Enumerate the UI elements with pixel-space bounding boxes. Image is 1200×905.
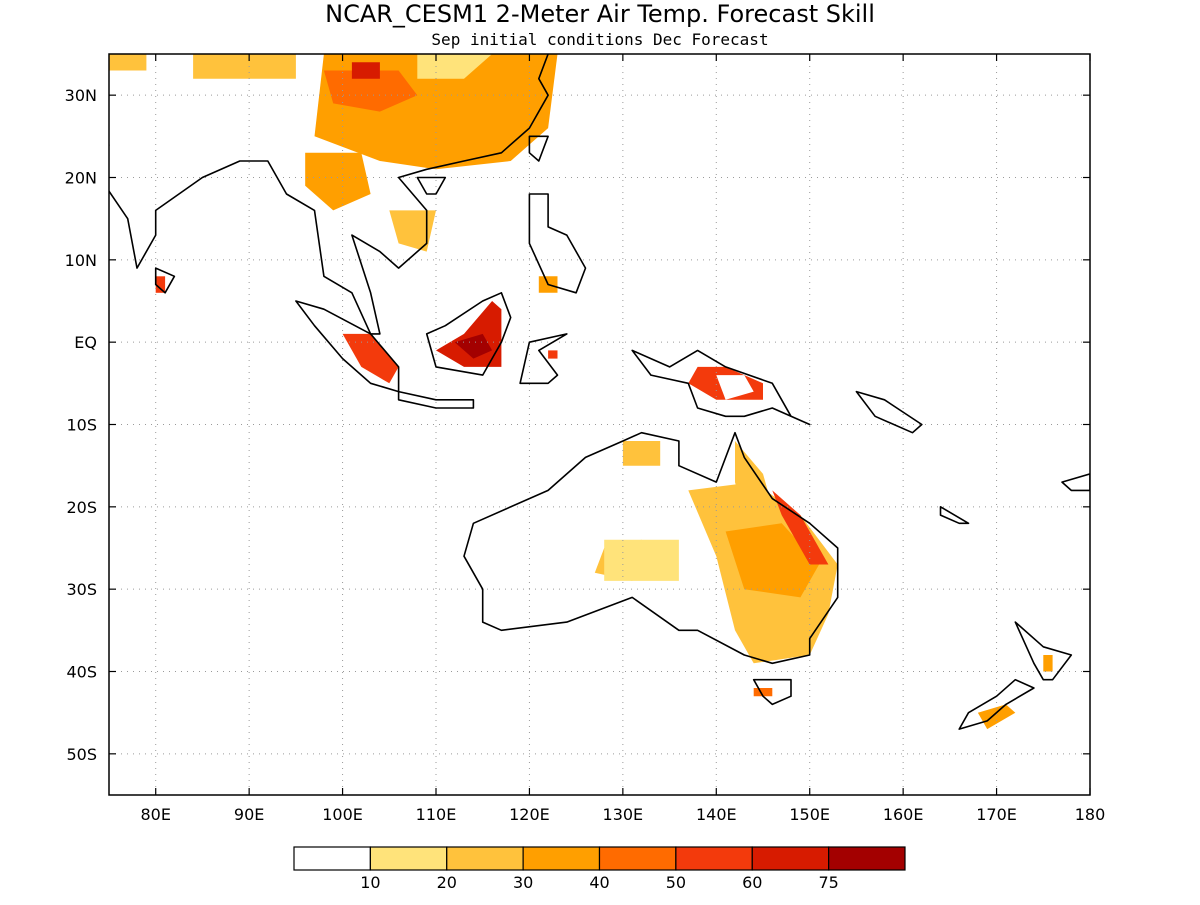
lat-tick-label: 50S <box>66 745 97 764</box>
skill-region-indochina <box>305 152 371 211</box>
coastline-java <box>397 390 475 409</box>
map-title: NCAR_CESM1 2-Meter Air Temp. Forecast Sk… <box>325 0 875 28</box>
colorbar-bin <box>293 846 371 871</box>
coastline-nz-south <box>958 678 1035 730</box>
skill-region-vietnam <box>389 210 436 252</box>
colorbar-label: 30 <box>513 873 533 892</box>
skill-region-queensland-coast <box>772 490 829 565</box>
lon-tick-label: 180 <box>1075 805 1106 824</box>
coastlines-layer <box>109 54 1090 730</box>
skill-region-tibet-peak <box>351 62 380 79</box>
lat-tick-label: 30S <box>66 580 97 599</box>
colorbar-bin <box>446 846 524 871</box>
lat-tick-label: 20S <box>66 498 97 517</box>
colorbar-bin <box>522 846 601 871</box>
latitude-axis: 30N 20N 10N EQ 10S 20S 30S 40S 50S <box>65 86 1090 764</box>
lat-tick-label: EQ <box>74 333 97 352</box>
map-frame <box>108 53 1091 796</box>
colorbar: 10 20 30 40 50 60 75 <box>293 846 906 892</box>
coastline-philippines <box>528 193 587 294</box>
skill-region-new-guinea-core <box>716 375 754 400</box>
coastline-solomons <box>855 390 923 434</box>
lon-tick-label: 120E <box>509 805 550 824</box>
longitude-axis: 80E 90E 100E 110E 120E 130E 140E 150E 160E 170E 18… <box>140 54 1105 824</box>
skill-region-sulawesi <box>548 350 558 359</box>
lat-tick-label: 40S <box>66 663 97 682</box>
lon-tick-label: 100E <box>322 805 363 824</box>
lon-tick-label: 110E <box>416 805 457 824</box>
lon-tick-label: 90E <box>234 805 264 824</box>
map-subtitle: Sep initial conditions Dec Forecast <box>431 30 768 49</box>
colorbar-label: 60 <box>742 873 762 892</box>
lat-tick-label: 30N <box>65 86 97 105</box>
skill-region-new-zealand-north <box>1043 655 1053 672</box>
lat-tick-label: 20N <box>65 169 97 188</box>
skill-region-australia-interior-b <box>604 539 679 581</box>
colorbar-label: 10 <box>360 873 380 892</box>
gridlines <box>109 54 1090 795</box>
skill-region-india-nw-patch <box>109 54 147 71</box>
lon-tick-label: 140E <box>696 805 737 824</box>
colorbar-label: 20 <box>437 873 457 892</box>
skill-region-sumatra <box>342 333 399 384</box>
lon-tick-label: 170E <box>976 805 1017 824</box>
colorbar-label: 75 <box>818 873 838 892</box>
colorbar-bin <box>598 846 677 871</box>
skill-region-borneo-core <box>454 333 493 359</box>
skill-region-himalaya-band <box>193 54 296 79</box>
skill-region-new-zealand-south <box>977 704 1016 730</box>
coastline-asia-mainland <box>109 54 549 335</box>
coastline-sri-lanka <box>154 267 176 294</box>
coastline-borneo <box>425 291 512 376</box>
coastline-nz-north <box>1014 621 1073 681</box>
coastline-taiwan <box>528 135 549 162</box>
coastline-sulawesi <box>519 333 568 385</box>
coastline-hainan <box>416 176 447 195</box>
coastline-tasmania <box>752 678 792 706</box>
coastline-new-guinea <box>631 349 811 426</box>
skill-region-sri-lanka <box>155 276 166 293</box>
lon-tick-label: 150E <box>789 805 830 824</box>
coastline-australia <box>463 431 839 665</box>
colorbar-bin <box>828 846 906 871</box>
colorbar-bin <box>369 846 448 871</box>
colorbar-label: 50 <box>666 873 686 892</box>
colorbar-label: 40 <box>589 873 609 892</box>
lat-tick-label: 10S <box>66 416 97 435</box>
colorbar-bin <box>751 846 830 871</box>
lat-tick-label: 10N <box>65 251 97 270</box>
coastline-new-caledonia <box>939 505 970 525</box>
skill-region-tibet-china-core <box>323 70 418 112</box>
skill-region-australia-east-core <box>725 523 820 598</box>
lon-tick-label: 130E <box>603 805 644 824</box>
skill-region-tasmania <box>753 688 773 697</box>
colorbar-bin <box>675 846 753 871</box>
lon-tick-label: 160E <box>883 805 924 824</box>
skill-shading-layer <box>109 54 1053 730</box>
coastline-fiji <box>1061 473 1090 492</box>
lon-tick-label: 80E <box>140 805 170 824</box>
skill-region-australia-north <box>622 441 661 466</box>
